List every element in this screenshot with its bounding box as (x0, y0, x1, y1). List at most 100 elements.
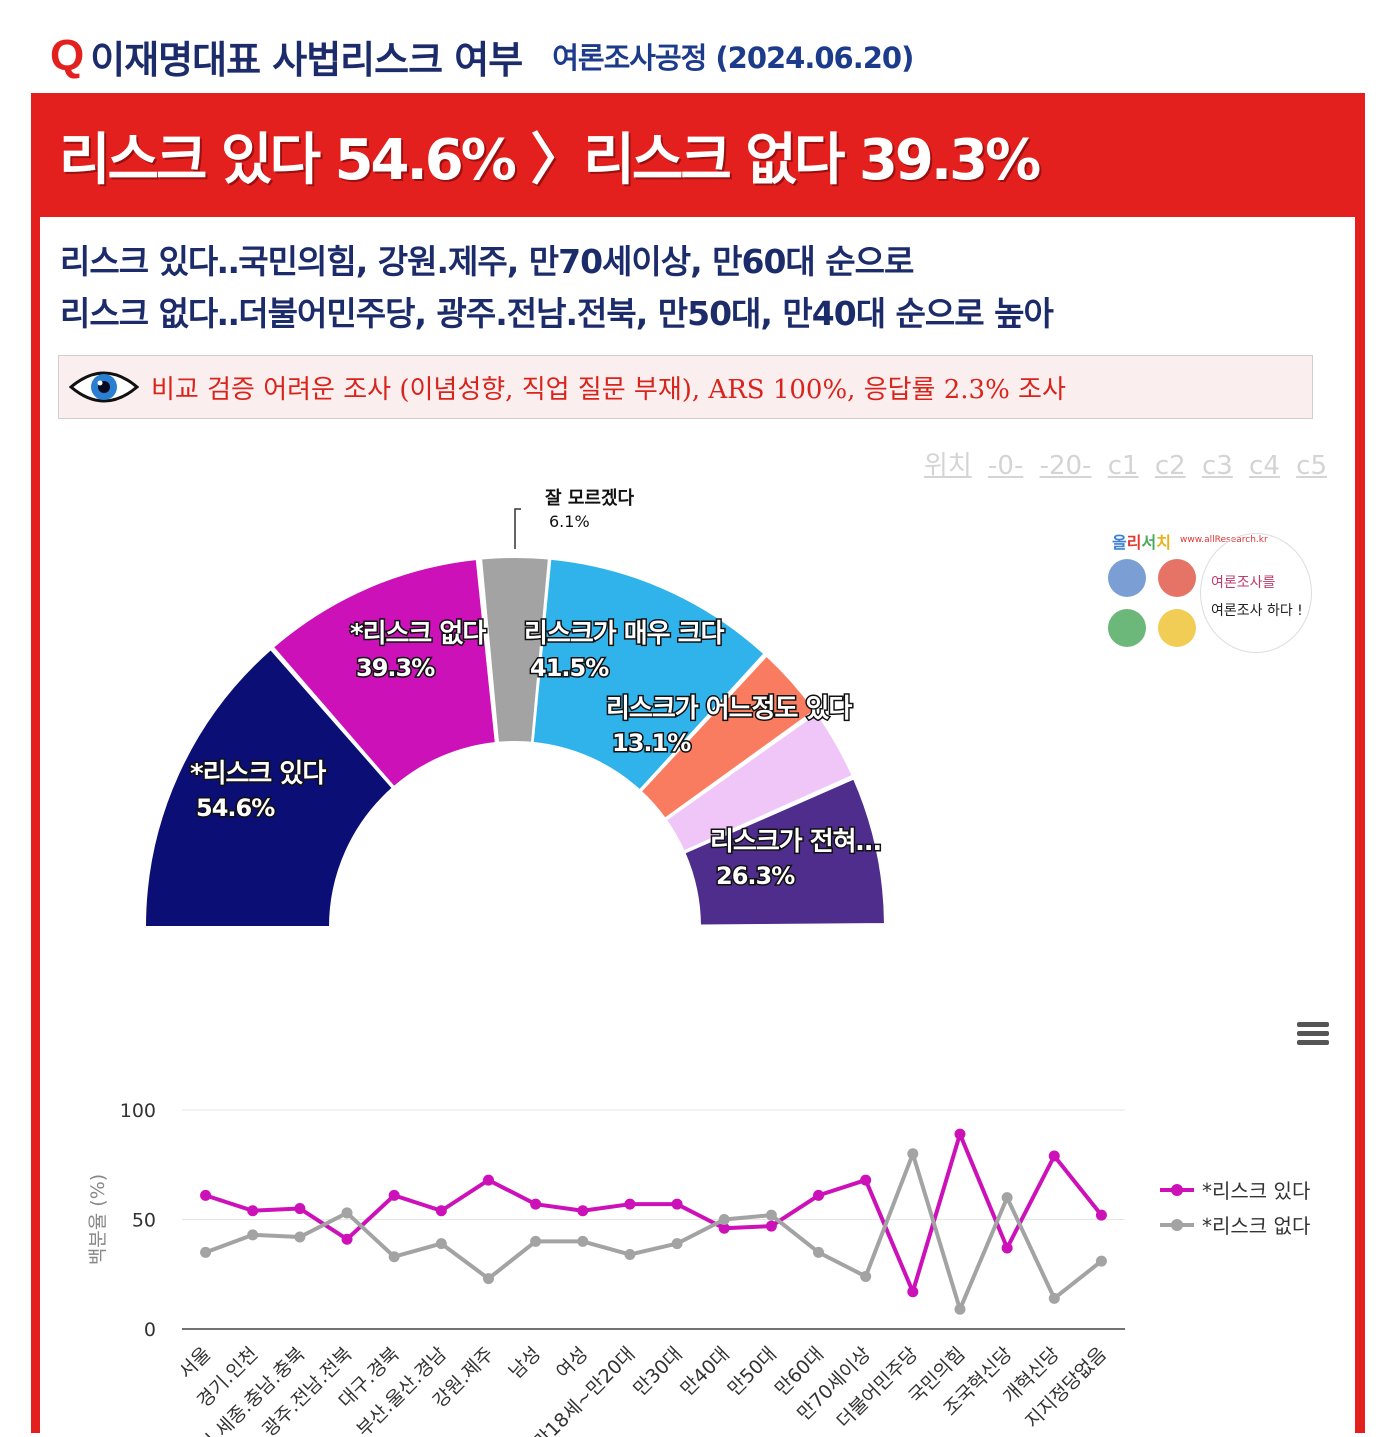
x-tick-7: 남성 (505, 1343, 545, 1383)
donut-slice-2 (479, 556, 551, 744)
series-0-point-12 (765, 1220, 777, 1232)
series-0-point-18 (1048, 1150, 1060, 1162)
donut-value-6: 26.3% (716, 862, 795, 890)
series-0-point-15 (907, 1286, 919, 1298)
logo-dot-yellow (1158, 609, 1196, 647)
x-tick-11: 만40대 (676, 1343, 733, 1400)
donut-label-1: *리스크 없다 (350, 619, 486, 649)
logo-dot-green (1108, 609, 1146, 647)
series-0-point-3 (341, 1233, 353, 1245)
position-link-c5[interactable]: c5 (1296, 451, 1327, 481)
series-0-point-0 (200, 1189, 212, 1201)
series-0-point-17 (1001, 1242, 1013, 1254)
logo-slogan-2: 여론조사 하다 ! (1211, 603, 1303, 619)
position-link-20[interactable]: -20- (1039, 451, 1092, 481)
notice-text: 비교 검증 어려운 조사 (이념성향, 직업 질문 부재), ARS 100%,… (151, 374, 1066, 405)
donut-label-3: 리스크가 매우 크다 (524, 619, 725, 649)
series-0-point-13 (813, 1189, 825, 1201)
logo-oval: 여론조사를 여론조사 하다 ! (1200, 533, 1312, 653)
position-link-c3[interactable]: c3 (1201, 451, 1233, 481)
donut-slice-4 (639, 654, 817, 821)
series-0-point-4 (388, 1189, 400, 1201)
position-link-c2[interactable]: c2 (1154, 451, 1186, 481)
chart-menu-icon[interactable] (1297, 1022, 1329, 1049)
series-0-point-16 (954, 1128, 966, 1140)
eye-icon (69, 371, 139, 403)
page-title: 이재명대표 사법리스크 여부 (90, 37, 523, 82)
x-tick-12: 만50대 (724, 1343, 781, 1400)
survey-notice: 비교 검증 어려운 조사 (이념성향, 직업 질문 부재), ARS 100%,… (58, 355, 1313, 419)
donut-value-3: 41.5% (530, 654, 609, 682)
result-banner: 리스크 있다 54.6% 〉리스크 없다 39.3% (31, 93, 1365, 217)
position-link-c1[interactable]: c1 (1107, 451, 1139, 481)
donut-slice-5 (664, 711, 854, 853)
content-panel: 리스크 있다‥국민의힘, 강원.제주, 만70세이상, 만60대 순으로 리스크… (40, 217, 1355, 1437)
position-link-0[interactable]: -0- (988, 451, 1024, 481)
legend-marker-risk-yes (1160, 1183, 1194, 1196)
position-link-c4[interactable]: c4 (1249, 451, 1280, 481)
series-0-point-11 (718, 1222, 730, 1234)
series-1-point-12 (765, 1209, 777, 1221)
donut-value-4: 13.1% (612, 729, 691, 757)
series-1-point-14 (860, 1270, 872, 1282)
y-tick-0: 0 (144, 1319, 156, 1341)
page-header: Q 이재명대표 사법리스크 여부 여론조사공정 (2024.06.20) (50, 26, 914, 86)
donut-callout-line (514, 508, 521, 549)
position-links: 위치 -0- -20- c1 c2 c3 c4 c5 (916, 445, 1327, 482)
series-1-point-1 (247, 1229, 259, 1241)
y-tick-100: 100 (120, 1100, 156, 1122)
series-line-0 (204, 1132, 1103, 1294)
y-tick-50: 50 (132, 1210, 156, 1232)
series-1-point-0 (200, 1246, 212, 1258)
logo-slogan-1: 여론조사를 (1211, 575, 1276, 591)
donut-value-1: 39.3% (356, 654, 435, 682)
y-axis-label: 백분율 (%) (87, 1174, 109, 1265)
logo-dot-blue (1108, 559, 1146, 597)
series-1-point-18 (1048, 1292, 1060, 1304)
series-1-point-4 (388, 1251, 400, 1263)
series-0-point-9 (624, 1198, 636, 1210)
donut-slice-0 (143, 647, 395, 928)
series-1-point-13 (813, 1246, 825, 1258)
x-tick-8: 여성 (552, 1343, 592, 1383)
series-0-point-8 (577, 1205, 589, 1217)
donut-slice-3 (531, 557, 766, 792)
donut-label-6: 리스크가 전혀… (710, 827, 881, 857)
legend-marker-risk-no (1160, 1218, 1194, 1231)
donut-value-0: 54.6% (196, 794, 275, 822)
x-tick-0: 서울 (175, 1343, 215, 1383)
headline-risk-no: 리스크 없다‥더불어민주당, 광주.전남.전북, 만50대, 만40대 순으로 … (60, 294, 1054, 333)
legend-item-risk-yes[interactable]: *리스크 있다 (1160, 1175, 1310, 1204)
logo-dot-red (1158, 559, 1196, 597)
banner-text: 리스크 있다 54.6% 〉리스크 없다 39.3% (59, 128, 1041, 193)
legend-label-risk-no: *리스크 없다 (1202, 1214, 1311, 1238)
red-frame: 리스크 있다 54.6% 〉리스크 없다 39.3% 리스크 있다‥국민의힘, … (31, 93, 1365, 1437)
logo-url: www.allResearch.kr (1180, 535, 1268, 545)
series-1-point-17 (1001, 1192, 1013, 1204)
series-0-point-14 (860, 1174, 872, 1186)
headline-risk-yes: 리스크 있다‥국민의힘, 강원.제주, 만70세이상, 만60대 순으로 (60, 242, 914, 281)
donut-value-2: 6.1% (549, 512, 590, 531)
q-mark: Q (50, 31, 85, 80)
series-1-point-3 (341, 1207, 353, 1219)
x-tick-10: 만30대 (629, 1343, 686, 1400)
donut-label-2: 잘 모르겠다 (545, 488, 635, 509)
series-1-point-10 (671, 1238, 683, 1250)
donut-slice-6 (683, 777, 886, 927)
series-1-point-9 (624, 1249, 636, 1261)
series-1-point-19 (1095, 1255, 1107, 1267)
survey-source: 여론조사공정 (2024.06.20) (552, 41, 914, 75)
series-1-point-8 (577, 1235, 589, 1247)
series-0-point-5 (435, 1205, 447, 1217)
legend-item-risk-no[interactable]: *리스크 없다 (1160, 1210, 1310, 1239)
series-1-point-5 (435, 1238, 447, 1250)
series-1-point-15 (907, 1148, 919, 1160)
logo-brand: 올리서치 (1112, 533, 1171, 552)
donut-label-0: *리스크 있다 (190, 759, 326, 789)
series-0-point-6 (482, 1174, 494, 1186)
series-0-point-10 (671, 1198, 683, 1210)
legend-label-risk-yes: *리스크 있다 (1202, 1179, 1311, 1203)
series-1-point-7 (530, 1235, 542, 1247)
position-link-label[interactable]: 위치 (923, 451, 972, 481)
